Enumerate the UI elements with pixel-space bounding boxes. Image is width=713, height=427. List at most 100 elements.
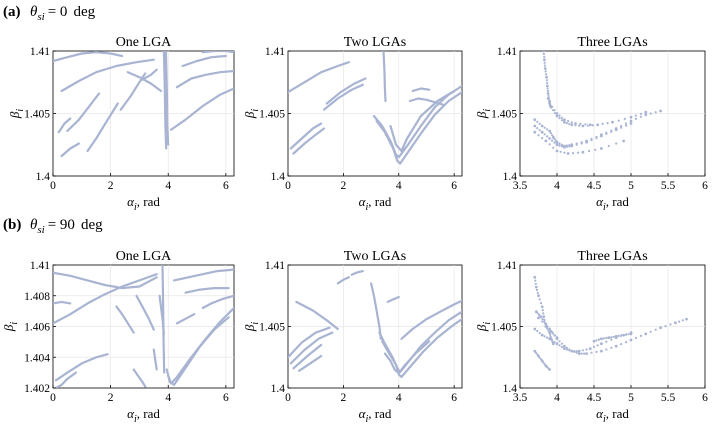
series-f16 [201, 294, 234, 310]
data-point [565, 122, 569, 125]
data-point [544, 325, 548, 328]
data-point [551, 135, 555, 139]
x-axis-label: αi, rad [596, 194, 629, 213]
data-point [546, 325, 549, 328]
data-point [600, 349, 603, 353]
data-point [617, 334, 620, 337]
series-g8 [370, 282, 382, 340]
data-point [558, 344, 561, 347]
y-tick-label: 1.4 [36, 171, 51, 183]
data-point [559, 150, 562, 153]
chart-a3: 3.5 4 4.5 5 5.5 6 1.4 1.405 1.41 Three LGAs αi, ra… [474, 35, 708, 213]
data-point [539, 315, 543, 319]
data-point [563, 145, 566, 149]
data-point [574, 122, 577, 125]
data-point [555, 112, 559, 115]
data-point [543, 320, 546, 323]
data-point [605, 336, 608, 340]
y-tick-label: 1.41 [497, 260, 517, 272]
data-point [614, 344, 618, 348]
series-f5 [54, 371, 78, 388]
data-point [544, 322, 548, 326]
data-point [575, 350, 578, 353]
y-axis-label: βi [474, 109, 493, 119]
data-point [583, 352, 586, 355]
data-point [538, 122, 541, 125]
series-c10 [162, 51, 168, 150]
data-point [558, 144, 561, 147]
data-point [575, 351, 578, 354]
data-point [563, 120, 566, 124]
series-f11 [158, 294, 165, 336]
x-tick-label: 5.5 [661, 180, 676, 192]
row-a-theta-symbol: θ [30, 4, 38, 20]
x-tick-label: 0 [285, 180, 291, 192]
data-point [566, 152, 570, 155]
data-point [649, 330, 652, 333]
series-c12 [175, 69, 234, 89]
data-point [560, 116, 564, 119]
data-point [547, 329, 550, 332]
data-point [591, 124, 594, 127]
series-g4 [292, 343, 323, 370]
series-h5 [534, 310, 559, 339]
series-f9 [152, 348, 158, 371]
data-point [546, 89, 550, 93]
row-a-theta-sub: si [37, 11, 44, 23]
series-c14 [181, 54, 227, 68]
y-tick-label: 1.41 [30, 46, 50, 58]
data-point [625, 122, 628, 125]
row-a-header: (a) θsi = 0 deg [3, 4, 96, 23]
y-tick-label: 1.408 [24, 291, 50, 303]
data-point [534, 285, 538, 289]
data-point [546, 84, 549, 88]
data-point [568, 122, 571, 125]
x-tick-label: 5 [628, 392, 634, 404]
y-axis-label: βi [242, 109, 261, 119]
x-tick-label: 4 [554, 180, 560, 192]
data-point [617, 119, 620, 122]
x-tick-label: 6 [702, 392, 708, 404]
data-point [553, 137, 556, 140]
data-point [544, 70, 547, 73]
data-point [545, 79, 549, 82]
data-point [534, 282, 537, 285]
series-g5 [298, 354, 323, 372]
data-point [555, 149, 559, 153]
data-point [578, 124, 581, 127]
data-point [580, 352, 583, 355]
data-point [534, 351, 538, 354]
data-point [644, 113, 648, 117]
data-point [605, 340, 608, 343]
data-point [585, 352, 588, 355]
chart-title: Two LGAs [344, 249, 406, 264]
data-point [546, 92, 550, 95]
data-point [533, 130, 537, 134]
x-tick-label: 6 [451, 392, 457, 404]
data-point [611, 120, 614, 124]
data-point [625, 124, 628, 127]
data-point [596, 123, 600, 127]
chart-b1: 0 2 4 6 1.402 1.404 1.406 1.408 1.41 One LGA αi, r… [1, 249, 235, 425]
chart-title: Three LGAs [577, 35, 647, 50]
series-e2 [533, 122, 633, 149]
series-c9 [60, 142, 80, 158]
data-point [546, 128, 549, 131]
row-a-theta-eq: = 0 [48, 4, 68, 20]
data-point [553, 334, 557, 337]
series-g12 [400, 299, 462, 340]
data-point [546, 87, 549, 90]
row-a-label: (a) [3, 4, 21, 20]
y-axis-label: βi [7, 109, 26, 119]
data-point [596, 344, 599, 347]
series-e5 [548, 102, 592, 127]
series-h2 [533, 327, 633, 353]
series-f17 [175, 313, 196, 325]
data-point [600, 147, 603, 150]
x-tick-label: 5 [628, 180, 634, 192]
data-point [560, 119, 564, 122]
data-point [615, 142, 618, 145]
data-point [620, 334, 623, 337]
data-point [610, 130, 613, 133]
